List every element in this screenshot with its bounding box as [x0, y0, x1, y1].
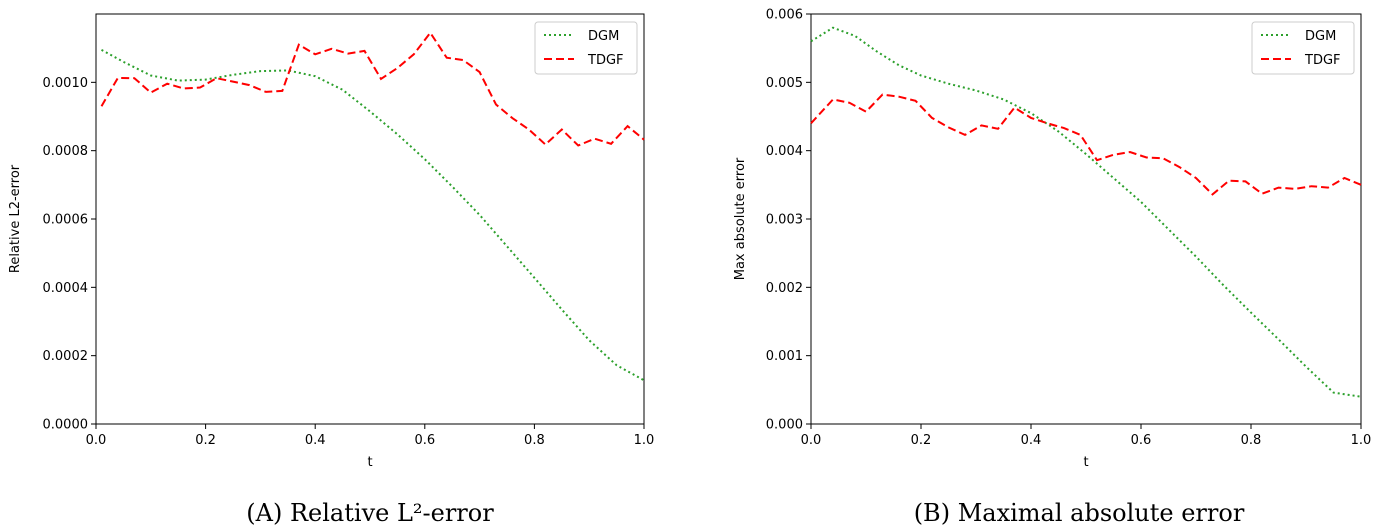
y-tick-label-a: 0.0002	[43, 349, 89, 364]
y-tick-label-b: 0.003	[766, 213, 803, 228]
chart-panel-b: 0.0 0.2 0.4 0.6 0.8 1.0 0.000 0.001 0.002 0.003 0…	[733, 8, 1371, 528]
series-line-tdgf-a	[100, 31, 645, 147]
x-tick-label-a: 0.8	[524, 433, 545, 448]
plot-frame-b	[810, 13, 1362, 425]
caption-label-a: (A)	[246, 499, 282, 527]
x-axis-label-a: t	[367, 455, 372, 470]
caption-b: (B) Maximal absolute error	[914, 499, 1245, 527]
x-tick-label-b: 0.0	[801, 433, 822, 448]
series-line-tdgf-b	[810, 93, 1362, 196]
x-tick-label-b: 0.6	[1131, 433, 1152, 448]
x-tick-label-b: 0.4	[1021, 433, 1042, 448]
y-tick-label-a: 0.0006	[43, 213, 89, 228]
y-tick-label-b: 0.002	[766, 281, 803, 296]
caption-a: (A) Relative L²-error	[246, 499, 494, 527]
y-tick-label-b: 0.004	[766, 144, 803, 159]
y-tick-label-a: 0.0004	[43, 281, 89, 296]
y-tick-label-b: 0.005	[766, 76, 803, 91]
y-tick-label-b: 0.006	[766, 8, 803, 23]
x-tick-label-a: 0.4	[305, 433, 326, 448]
legend-b: DGM TDGF	[1251, 21, 1355, 75]
legend-label-tdgf-b: TDGF	[1304, 53, 1341, 68]
caption-label-b: (B)	[914, 499, 950, 527]
y-tick-label-a: 0.0000	[43, 418, 89, 433]
x-tick-label-b: 1.0	[1351, 433, 1372, 448]
series-line-dgm-a	[101, 49, 645, 382]
x-tick-label-b: 0.2	[911, 433, 932, 448]
x-tick-label-a: 1.0	[634, 433, 655, 448]
y-tick-label-b: 0.001	[766, 349, 803, 364]
x-tick-label-b: 0.8	[1241, 433, 1262, 448]
x-tick-label-a: 0.2	[195, 433, 216, 448]
caption-text-a: Relative L²-error	[290, 499, 494, 527]
legend-label-tdgf-a: TDGF	[587, 53, 624, 68]
legend-label-dgm-b: DGM	[1305, 29, 1336, 44]
y-axis-label-b: Max absolute error	[733, 157, 748, 280]
y-axis-label-a: Relative L2-error	[8, 164, 23, 273]
y-tick-label-a: 0.0010	[43, 76, 89, 91]
plot-frame-a	[95, 13, 645, 425]
chart-panel-a: 0.0 0.2 0.4 0.6 0.8 1.0 0.0000 0.0002 0.0004 0.0…	[8, 13, 655, 527]
y-tick-label-a: 0.0008	[43, 144, 89, 159]
x-tick-label-a: 0.6	[414, 433, 435, 448]
legend-label-dgm-a: DGM	[588, 29, 619, 44]
series-line-dgm-b	[810, 26, 1362, 398]
y-tick-label-b: 0.000	[766, 418, 803, 433]
caption-text-b: Maximal absolute error	[958, 499, 1245, 527]
legend-a: DGM TDGF	[534, 21, 638, 75]
x-axis-label-b: t	[1083, 455, 1088, 470]
x-tick-label-a: 0.0	[86, 433, 107, 448]
